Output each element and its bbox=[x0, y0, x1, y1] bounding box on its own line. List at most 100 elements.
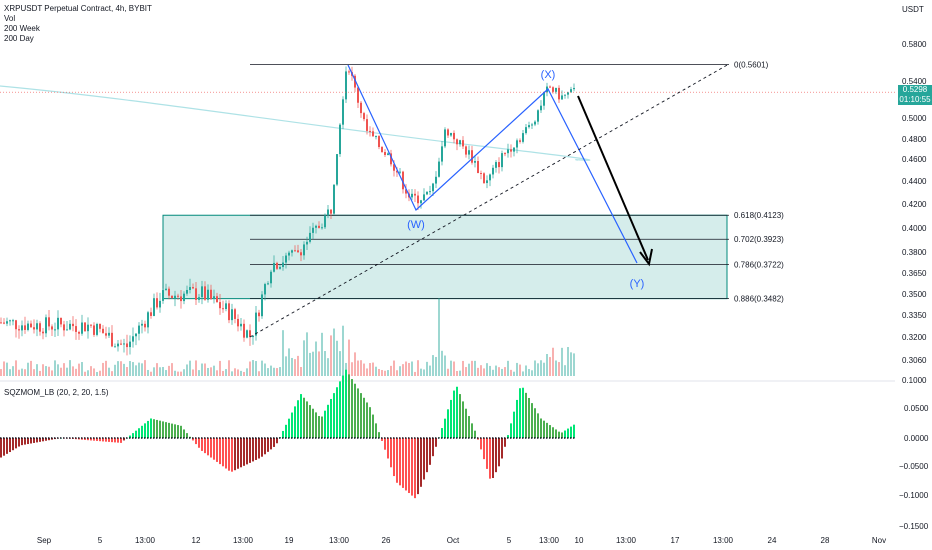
momentum-bar bbox=[402, 438, 404, 488]
volume-bar bbox=[516, 362, 518, 376]
candle-body bbox=[327, 209, 329, 216]
momentum-bar bbox=[291, 412, 293, 438]
candle-body bbox=[318, 225, 320, 228]
candle-body bbox=[42, 331, 44, 334]
candle-body bbox=[237, 318, 239, 327]
volume-bar bbox=[486, 363, 488, 376]
volume-bar bbox=[132, 362, 134, 376]
volume-bar bbox=[57, 364, 59, 376]
momentum-bar bbox=[495, 438, 497, 473]
candle-body bbox=[195, 288, 197, 300]
volume-bar bbox=[435, 356, 437, 376]
candle-body bbox=[465, 146, 467, 155]
momentum-bar bbox=[141, 425, 143, 438]
momentum-bar bbox=[516, 399, 518, 438]
candle-body bbox=[381, 147, 383, 153]
symbol-title[interactable]: XRPUSDT Perpetual Contract, 4h, BYBIT bbox=[4, 4, 152, 13]
volume-bar bbox=[528, 369, 530, 376]
time-axis-label: 19 bbox=[285, 536, 294, 545]
volume-bar bbox=[447, 368, 449, 376]
candle-body bbox=[294, 250, 296, 252]
volume-bar bbox=[330, 335, 332, 376]
momentum-bar bbox=[459, 394, 461, 438]
momentum-bar bbox=[309, 405, 311, 438]
momentum-bar bbox=[24, 438, 26, 445]
time-axis-label: Oct bbox=[447, 536, 460, 545]
candle-body bbox=[66, 329, 68, 331]
volume-bar bbox=[141, 363, 143, 376]
candle-body bbox=[387, 153, 389, 155]
legend-vol[interactable]: Vol bbox=[4, 14, 16, 23]
volume-bar bbox=[75, 368, 77, 376]
momentum-bar bbox=[570, 426, 572, 438]
volume-bar bbox=[366, 368, 368, 376]
momentum-bar bbox=[162, 421, 164, 438]
volume-bar bbox=[396, 370, 398, 376]
volume-bar bbox=[249, 361, 251, 376]
momentum-bar bbox=[474, 430, 476, 438]
indicator-legend[interactable]: SQZMOM_LB (20, 2, 20, 1.5) bbox=[4, 388, 109, 397]
price-axis-label: 0.3350 bbox=[902, 311, 927, 320]
candle-body bbox=[519, 140, 521, 142]
volume-bar bbox=[123, 363, 125, 376]
legend-200-week[interactable]: 200 Week bbox=[4, 24, 40, 33]
time-axis-label: 26 bbox=[382, 536, 391, 545]
volume-bar bbox=[120, 361, 122, 376]
volume-bar bbox=[186, 364, 188, 376]
momentum-bar bbox=[492, 438, 494, 479]
momentum-bar bbox=[399, 438, 401, 486]
momentum-bar bbox=[210, 438, 212, 458]
volume-bar bbox=[30, 360, 32, 376]
volume-bar bbox=[372, 362, 374, 376]
candle-body bbox=[453, 132, 455, 140]
volume-bar bbox=[411, 361, 413, 376]
momentum-bar bbox=[171, 423, 173, 438]
candle-body bbox=[21, 325, 23, 331]
momentum-bar bbox=[234, 438, 236, 471]
momentum-bar bbox=[453, 390, 455, 438]
momentum-bar bbox=[489, 438, 491, 479]
candle-body bbox=[141, 323, 143, 326]
volume-bar bbox=[153, 367, 155, 376]
candle-body bbox=[480, 173, 482, 175]
volume-bar bbox=[324, 351, 326, 376]
momentum-bar bbox=[321, 416, 323, 438]
time-axis-label: 13:00 bbox=[616, 536, 637, 545]
wave-label: (W) bbox=[407, 219, 425, 231]
momentum-bar bbox=[144, 423, 146, 438]
volume-bar bbox=[480, 365, 482, 376]
volume-bar bbox=[18, 369, 20, 376]
momentum-bar bbox=[12, 438, 14, 451]
volume-bar bbox=[93, 368, 95, 376]
momentum-bar bbox=[546, 422, 548, 438]
candle-body bbox=[240, 323, 242, 327]
momentum-bar bbox=[240, 438, 242, 468]
candle-body bbox=[399, 171, 401, 173]
volume-bar bbox=[114, 364, 116, 376]
momentum-bar bbox=[465, 408, 467, 438]
volume-bar bbox=[6, 362, 8, 376]
momentum-bar bbox=[375, 423, 377, 438]
volume-bar bbox=[429, 365, 431, 376]
momentum-bar bbox=[282, 430, 284, 438]
momentum-bar bbox=[414, 438, 416, 499]
candle-body bbox=[354, 75, 356, 88]
momentum-bar bbox=[327, 404, 329, 438]
momentum-bar bbox=[348, 374, 350, 438]
volume-bar bbox=[444, 355, 446, 376]
price-axis-label: 0.3800 bbox=[902, 248, 927, 257]
momentum-bar bbox=[447, 409, 449, 438]
momentum-bar bbox=[225, 438, 227, 469]
legend-200-day[interactable]: 200 Day bbox=[4, 34, 34, 43]
volume-bar bbox=[513, 371, 515, 376]
momentum-bar bbox=[519, 388, 521, 438]
momentum-bar bbox=[567, 428, 569, 438]
volume-bar bbox=[534, 360, 536, 376]
wave-path bbox=[347, 64, 638, 264]
volume-bar bbox=[561, 347, 563, 376]
volume-bar bbox=[288, 348, 290, 376]
momentum-bar bbox=[462, 401, 464, 438]
candle-body bbox=[63, 324, 65, 331]
momentum-bar bbox=[357, 388, 359, 438]
